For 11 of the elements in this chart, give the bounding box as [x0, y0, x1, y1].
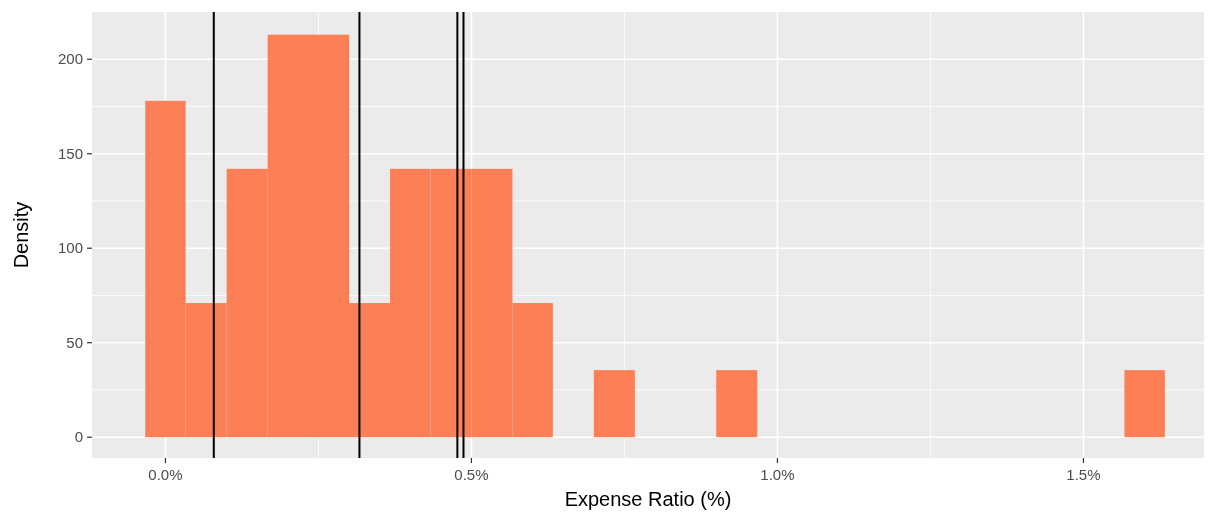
y-tick-label: 100: [57, 239, 83, 257]
y-tick-label: 50: [66, 333, 83, 351]
x-tick-label: 0.0%: [148, 466, 183, 483]
x-tick-label: 0.5%: [454, 466, 489, 483]
y-tick-label: 200: [57, 50, 83, 68]
x-axis-title: Expense Ratio (%): [564, 488, 732, 510]
y-tick-label: 150: [57, 144, 83, 162]
x-tick-label: 1.0%: [760, 466, 795, 483]
y-axis-title: Density: [10, 201, 32, 269]
x-tick-label: 1.5%: [1066, 466, 1101, 483]
y-tick-label: 0: [74, 428, 83, 446]
